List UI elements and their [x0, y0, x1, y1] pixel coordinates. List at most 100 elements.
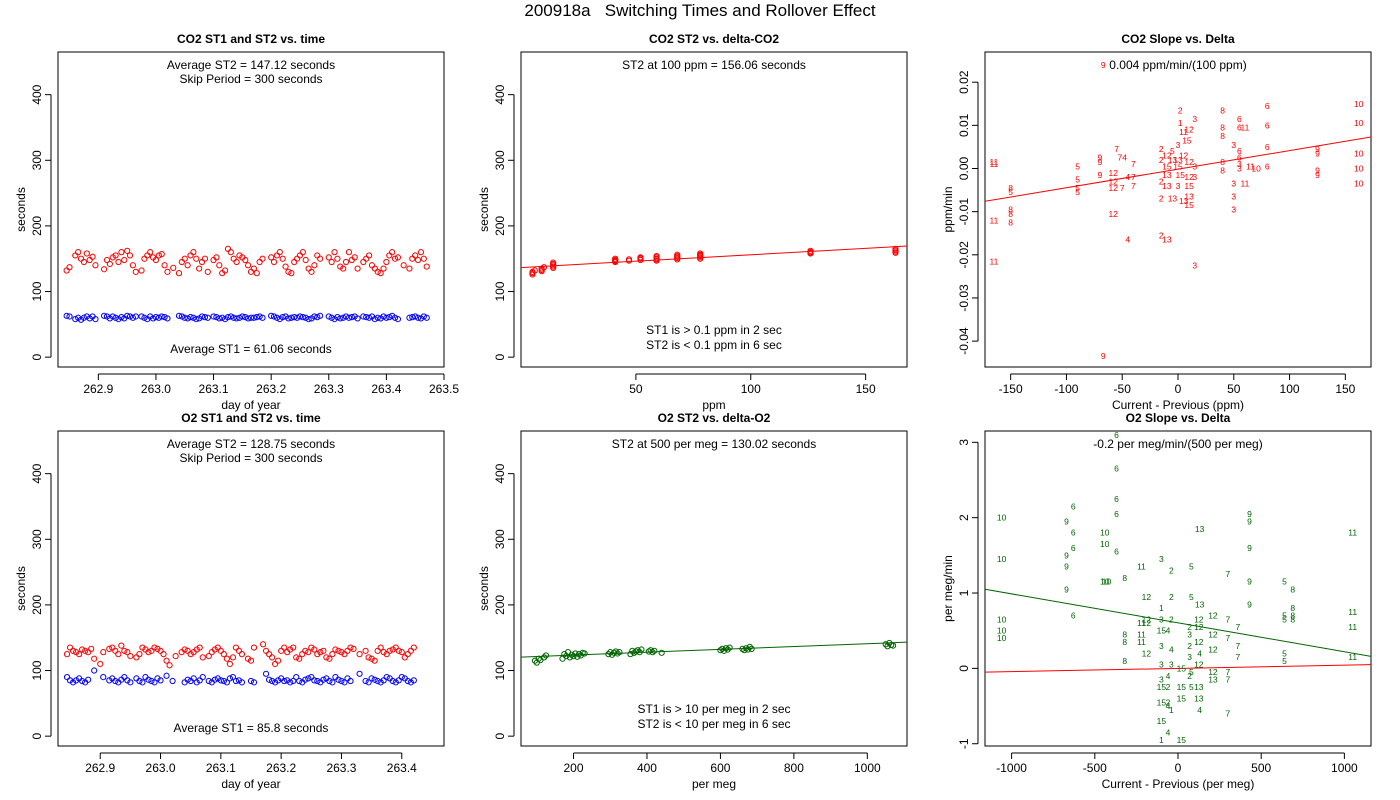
- data-point: [674, 251, 681, 258]
- data-point: [345, 314, 353, 321]
- y-tick-label: 100: [493, 660, 507, 680]
- data-point-label: 10: [997, 513, 1007, 523]
- annotation-top: Average ST2 = 128.75 seconds: [167, 437, 335, 451]
- data-point-label: 4: [1125, 235, 1130, 245]
- data-point: [293, 255, 301, 262]
- data-point: [136, 677, 143, 685]
- data-point: [199, 654, 206, 661]
- x-tick-label: 262.9: [83, 382, 113, 396]
- data-point: [181, 255, 188, 262]
- data-point-label: 8: [1122, 629, 1127, 639]
- x-tick-label: -150: [999, 382, 1023, 396]
- data-point: [354, 315, 361, 322]
- x-tick-label: -500: [1083, 761, 1107, 775]
- data-point-label: 12: [1109, 168, 1119, 178]
- data-point: [374, 677, 381, 685]
- data-point-label: 5: [1189, 592, 1194, 602]
- data-point: [229, 654, 237, 661]
- data-point: [608, 651, 616, 658]
- data-point: [572, 650, 579, 657]
- data-point-label: 12: [1109, 176, 1119, 186]
- data-point: [160, 651, 167, 658]
- data-point: [317, 649, 324, 656]
- fit-line: [521, 641, 907, 658]
- data-point: [256, 258, 263, 266]
- y-axis-label: ppm/min: [941, 186, 955, 232]
- data-point: [308, 268, 315, 275]
- data-point: [328, 314, 335, 321]
- data-point-label: 8: [1220, 157, 1225, 167]
- data-point: [398, 649, 405, 656]
- data-point-label: 5: [1075, 174, 1080, 184]
- data-point-label: 7: [1226, 569, 1231, 579]
- data-point-label: 6: [1265, 101, 1270, 111]
- data-point-label: 7: [1226, 667, 1231, 677]
- data-point: [91, 655, 98, 662]
- data-point-label: 5: [1189, 682, 1194, 692]
- series-st1: [63, 312, 430, 323]
- data-point: [232, 677, 240, 685]
- data-point-label: 3: [1159, 554, 1164, 564]
- data-point-label: 9: [1315, 148, 1320, 158]
- data-point-label: 11: [1179, 127, 1188, 137]
- data-point: [224, 245, 232, 252]
- data-point: [158, 313, 165, 320]
- data-point-label: 3: [1231, 205, 1236, 215]
- data-point: [314, 314, 321, 321]
- data-point: [175, 270, 183, 277]
- data-point-label: 13: [1162, 181, 1172, 191]
- data-point-label: 1: [1159, 603, 1164, 613]
- data-point: [100, 649, 107, 656]
- data-point: [305, 649, 312, 656]
- data-point-label: 6: [1071, 611, 1076, 621]
- data-point: [653, 252, 660, 260]
- data-point: [166, 662, 173, 669]
- data-point: [265, 676, 273, 683]
- data-point: [100, 673, 107, 681]
- data-point: [311, 313, 318, 320]
- series-co2: [529, 245, 899, 278]
- y-tick-label: 0: [957, 665, 971, 672]
- data-point-label: 5: [1282, 648, 1287, 658]
- y-tick-label: 0: [493, 354, 507, 361]
- data-point: [129, 262, 136, 269]
- data-point: [161, 314, 168, 321]
- data-point: [377, 270, 384, 277]
- data-point-label: 13: [1194, 694, 1204, 704]
- annotation-top: ST2 at 100 ppm = 156.06 seconds: [622, 58, 806, 72]
- x-tick-label: 263.0: [146, 761, 176, 775]
- annotation-top: ST2 at 500 per meg = 130.02 seconds: [612, 437, 816, 451]
- data-point-label: 2: [1159, 230, 1164, 240]
- data-point-label: 7: [1236, 641, 1241, 651]
- plot-area: [63, 245, 430, 323]
- x-axis: 262.9 263.0 263.1 263.2 263.3 263.4: [85, 752, 417, 775]
- data-point-label: 8: [1220, 105, 1225, 115]
- data-point-label: 5: [1189, 667, 1194, 677]
- data-point-label: 11: [990, 157, 999, 167]
- y-axis: 0 100 200 300 400: [30, 84, 52, 361]
- data-point: [412, 252, 419, 259]
- data-point-label: 7: [1226, 614, 1231, 624]
- data-point: [86, 256, 93, 264]
- data-point: [100, 266, 108, 273]
- data-point: [175, 312, 183, 319]
- data-point: [144, 252, 151, 259]
- data-point: [115, 258, 122, 266]
- plot-area: 9111185888111155559997747777121212124492…: [985, 60, 1371, 361]
- data-point: [325, 313, 332, 320]
- data-point: [233, 315, 240, 322]
- x-tick-label: 100: [1280, 382, 1300, 396]
- data-point-label: 3: [1169, 660, 1174, 670]
- data-point-label: 15: [1177, 735, 1187, 745]
- data-point: [219, 314, 226, 321]
- data-point-label: 8: [1220, 166, 1225, 176]
- data-point: [158, 251, 165, 258]
- data-point: [229, 673, 237, 681]
- data-point-label: 12: [1142, 618, 1152, 628]
- data-point: [371, 657, 378, 664]
- x-tick-label: -100: [1054, 382, 1078, 396]
- data-point-label: 6: [1114, 464, 1119, 474]
- data-point: [329, 679, 336, 686]
